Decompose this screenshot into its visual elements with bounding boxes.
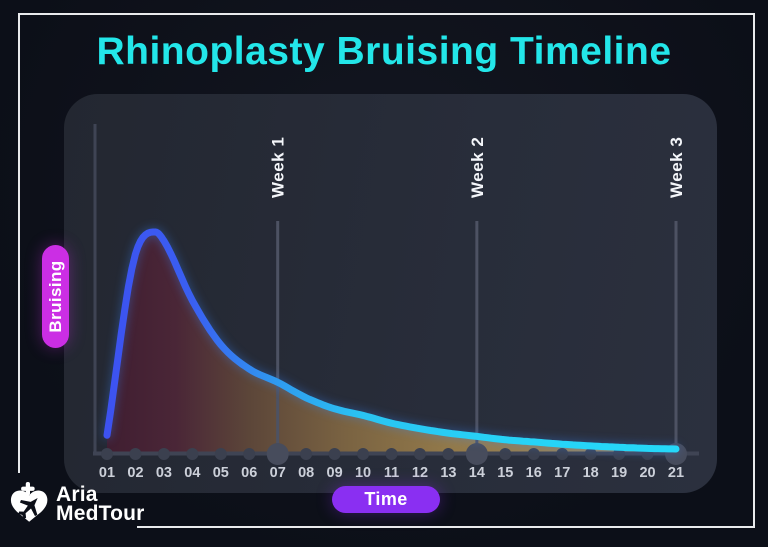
logo-line1: Aria <box>56 483 98 506</box>
frame-border-left <box>18 13 20 473</box>
heart-plane-icon <box>10 482 48 522</box>
x-axis-label-badge: Time <box>332 486 440 513</box>
y-axis-label-badge: Bruising <box>42 245 69 348</box>
page-title: Rhinoplasty Bruising Timeline <box>96 30 672 73</box>
aria-medtour-logo: Aria MedTour <box>8 478 145 530</box>
logo-line2: MedTour <box>56 502 145 525</box>
x-axis-label: Time <box>364 489 408 509</box>
chart-panel <box>64 94 717 493</box>
frame-border-bottom <box>137 526 755 528</box>
frame-border-right <box>753 13 755 528</box>
frame-border-top <box>18 13 755 15</box>
y-axis-label: Bruising <box>45 260 65 333</box>
